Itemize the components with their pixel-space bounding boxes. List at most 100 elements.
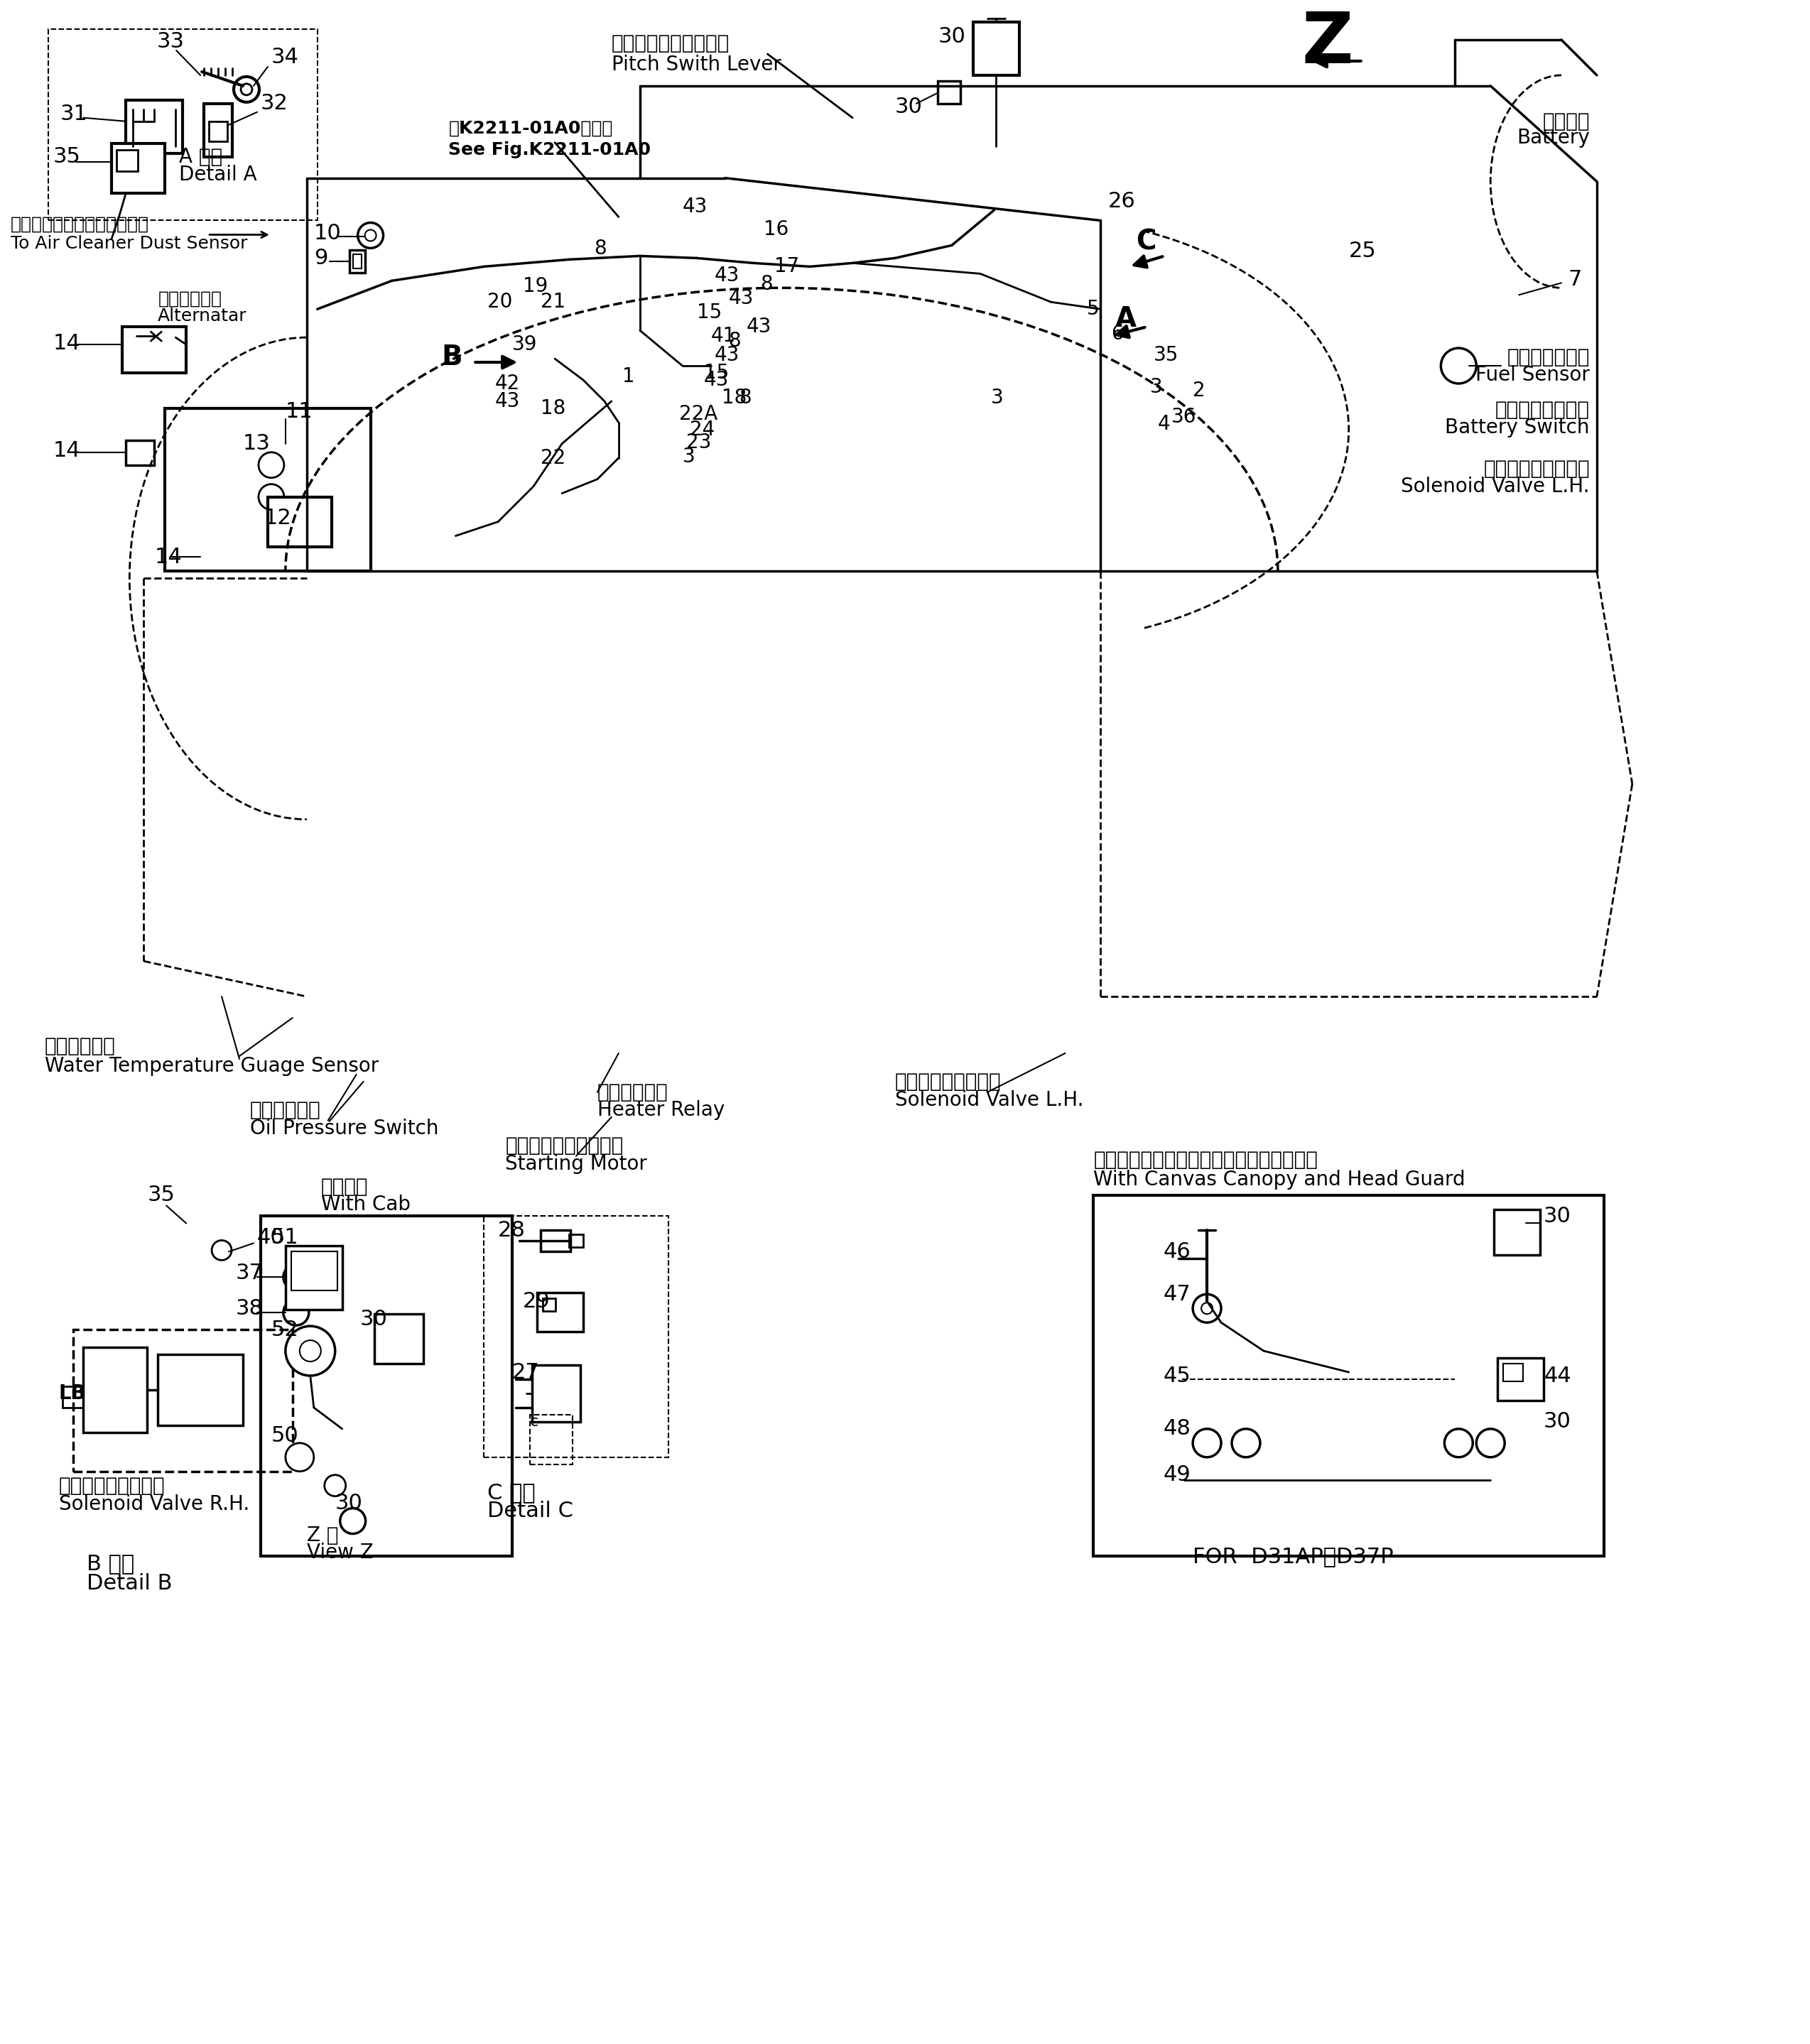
Text: 25: 25 [1348,241,1376,262]
Bar [543,1298,556,1310]
Text: 水温計センサ: 水温計センサ [45,1036,116,1057]
Text: 17: 17 [775,258,800,276]
Circle shape [212,1241,232,1261]
Text: 16: 16 [764,221,789,239]
Text: キャンバスキャノビおよびヘッドガード付: キャンバスキャノビおよびヘッドガード付 [1093,1149,1318,1169]
Circle shape [286,1443,313,1472]
Text: FOR  D31AP，D37P: FOR D31AP，D37P [1193,1545,1394,1566]
Text: Z: Z [1301,8,1354,78]
Text: 43: 43 [494,390,519,411]
Text: 15: 15 [704,364,729,382]
Text: 2: 2 [1193,380,1205,401]
Text: 14: 14 [154,548,181,568]
Text: Battery Switch: Battery Switch [1444,417,1589,437]
Bar [83,1347,147,1433]
Circle shape [286,1327,335,1376]
Bar [1497,1357,1544,1400]
Text: 8: 8 [594,239,606,260]
Text: 1: 1 [623,366,635,386]
Text: 6: 6 [1111,323,1124,343]
Circle shape [1441,347,1477,384]
Bar [157,1355,243,1425]
Bar [353,256,362,268]
Text: 22: 22 [541,448,567,468]
Text: 30: 30 [896,96,923,117]
Bar [538,1292,583,1333]
Text: 31: 31 [60,104,87,125]
Text: 26: 26 [1108,190,1135,213]
Text: 29: 29 [523,1292,550,1312]
Text: 35: 35 [147,1186,176,1206]
Text: 油圧スイッチ: 油圧スイッチ [250,1100,320,1120]
Text: キャブ付: キャブ付 [320,1177,367,1196]
Text: 36: 36 [1171,407,1196,427]
Bar [72,1331,293,1472]
Circle shape [1233,1429,1260,1457]
Text: ピッチスイッチレバー: ピッチスイッチレバー [612,33,729,53]
Bar [530,1414,572,1464]
Text: 44: 44 [1544,1365,1571,1386]
Text: View Z: View Z [306,1543,373,1564]
Circle shape [259,452,284,478]
Text: スターティングモータ: スターティングモータ [505,1134,623,1155]
Circle shape [1193,1429,1222,1457]
Text: 49: 49 [1164,1466,1191,1486]
Bar [208,121,228,141]
Text: 32: 32 [261,94,288,114]
Text: バッテリ: バッテリ [1542,110,1589,131]
Circle shape [233,78,259,102]
Text: 3: 3 [682,446,695,466]
Text: 43: 43 [715,345,740,366]
Text: Solenoid Valve L.H.: Solenoid Valve L.H. [1401,476,1589,497]
Text: 35: 35 [52,147,81,168]
Text: With Cab: With Cab [320,1194,411,1214]
Text: Starting Motor: Starting Motor [505,1155,648,1173]
Bar [268,497,331,546]
Text: 52: 52 [272,1318,299,1341]
Circle shape [1193,1294,1222,1322]
Text: 23: 23 [686,433,711,452]
Text: 43: 43 [704,370,729,390]
Circle shape [340,1508,366,1533]
Text: 11: 11 [286,401,313,423]
Text: 30: 30 [1544,1412,1571,1433]
Text: C: C [1137,229,1157,256]
Text: 15: 15 [697,303,722,323]
Text: 34: 34 [272,47,299,67]
Text: バッテリスイッチ: バッテリスイッチ [1495,401,1589,419]
Text: 12: 12 [264,507,291,529]
Circle shape [366,229,376,241]
Text: Alternatar: Alternatar [157,309,248,325]
Text: Pitch Swith Lever: Pitch Swith Lever [612,55,782,74]
Circle shape [1477,1429,1504,1457]
Bar [127,439,154,466]
Text: 43: 43 [746,317,771,337]
Text: 14: 14 [52,442,80,462]
Text: See Fig.K2211-01A0: See Fig.K2211-01A0 [449,141,652,157]
Text: LB: LB [58,1384,87,1404]
Text: エアクリーナダストセンサへ: エアクリーナダストセンサへ [11,215,148,233]
Text: 13: 13 [243,433,270,454]
Bar [375,1314,424,1363]
Text: 41: 41 [711,327,737,345]
Bar [205,104,232,157]
Circle shape [284,1300,310,1325]
Text: B: B [442,343,463,370]
Text: 19: 19 [523,276,548,296]
Bar [123,327,186,372]
Text: 43: 43 [715,266,740,286]
Text: 8: 8 [738,388,751,407]
Text: 30: 30 [1544,1206,1571,1226]
Text: 47: 47 [1164,1284,1191,1304]
Circle shape [259,484,284,509]
Text: B 詳細: B 詳細 [87,1553,134,1574]
Circle shape [1444,1429,1473,1457]
Text: Fuel Sensor: Fuel Sensor [1475,366,1589,384]
Circle shape [284,1265,310,1290]
Text: 3: 3 [1151,378,1162,397]
Text: With Canvas Canopy and Head Guard: With Canvas Canopy and Head Guard [1093,1169,1466,1190]
Text: 35: 35 [1153,345,1178,366]
Text: 8: 8 [728,331,740,352]
Text: 38: 38 [235,1298,264,1318]
Text: Detail B: Detail B [87,1574,172,1594]
